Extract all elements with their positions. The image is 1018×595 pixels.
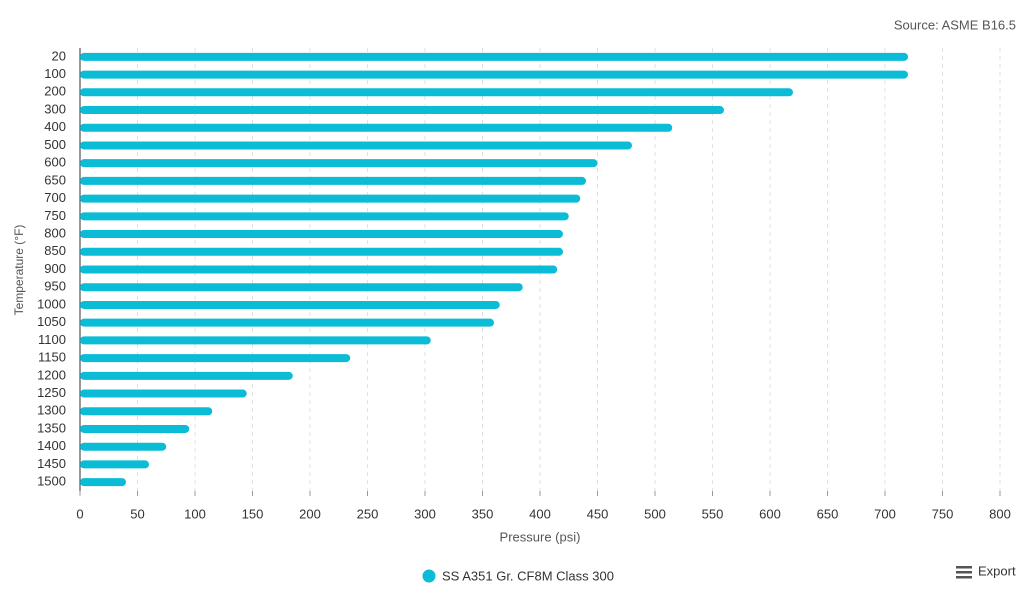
export-icon: [956, 566, 972, 569]
x-tick-label: 650: [817, 506, 839, 521]
bar: [80, 460, 149, 469]
bar: [80, 106, 724, 115]
y-tick-label: 700: [44, 190, 66, 205]
y-tick-label: 650: [44, 172, 66, 187]
y-tick-label: 1400: [37, 438, 66, 453]
bar: [80, 478, 126, 487]
bar: [80, 141, 632, 150]
x-tick-label: 0: [76, 506, 83, 521]
y-tick-label: 800: [44, 225, 66, 240]
x-tick-label: 450: [587, 506, 609, 521]
x-tick-label: 550: [702, 506, 724, 521]
bar: [80, 123, 673, 132]
y-tick-label: 1050: [37, 314, 66, 329]
bar: [80, 354, 351, 363]
y-tick-label: 1300: [37, 403, 66, 418]
bar: [80, 70, 908, 79]
chart-subtitle: Source: ASME B16.5: [894, 17, 1016, 32]
bar: [80, 88, 793, 97]
x-tick-label: 600: [759, 506, 781, 521]
y-tick-label: 1200: [37, 367, 66, 382]
bar: [80, 212, 569, 221]
bar: [80, 371, 293, 380]
x-tick-label: 150: [242, 506, 264, 521]
y-tick-label: 1250: [37, 385, 66, 400]
bar: [80, 52, 908, 61]
y-tick-label: 1100: [38, 332, 66, 347]
export-icon: [956, 571, 972, 574]
export-icon: [956, 576, 972, 579]
y-tick-label: 200: [44, 84, 66, 99]
bar: [80, 300, 500, 309]
y-tick-label: 850: [44, 243, 66, 258]
y-tick-label: 400: [44, 119, 66, 134]
x-axis-label: Pressure (psi): [500, 529, 581, 544]
x-tick-label: 100: [184, 506, 206, 521]
bar: [80, 265, 558, 274]
bar: [80, 176, 586, 185]
y-tick-label: 300: [44, 101, 66, 116]
y-tick-label: 1000: [37, 296, 66, 311]
bar: [80, 336, 431, 345]
y-tick-label: 600: [44, 155, 66, 170]
bar: [80, 407, 213, 416]
bar: [80, 389, 247, 398]
y-tick-label: 750: [44, 208, 66, 223]
bar: [80, 318, 494, 327]
y-tick-label: 950: [44, 279, 66, 294]
x-tick-label: 250: [357, 506, 379, 521]
x-tick-label: 800: [989, 506, 1011, 521]
bar: [80, 247, 563, 256]
bar: [80, 230, 563, 239]
x-tick-label: 300: [414, 506, 436, 521]
export-label[interactable]: Export: [978, 563, 1016, 578]
legend-marker: [422, 569, 436, 583]
bar: [80, 424, 190, 433]
bar: [80, 442, 167, 451]
y-tick-label: 1350: [37, 420, 66, 435]
bar: [80, 283, 523, 292]
x-tick-label: 750: [932, 506, 954, 521]
y-tick-label: 1150: [38, 350, 66, 365]
x-tick-label: 350: [472, 506, 494, 521]
x-tick-label: 700: [874, 506, 896, 521]
x-tick-label: 200: [299, 506, 321, 521]
legend-label: SS A351 Gr. CF8M Class 300: [442, 568, 614, 583]
y-tick-label: 100: [44, 66, 66, 81]
y-tick-label: 900: [44, 261, 66, 276]
y-tick-label: 1500: [37, 474, 66, 489]
bar: [80, 159, 598, 168]
x-tick-label: 500: [644, 506, 666, 521]
bar: [80, 194, 581, 203]
export-button[interactable]: Export: [956, 563, 1016, 579]
y-tick-label: 20: [52, 48, 66, 63]
y-tick-label: 500: [44, 137, 66, 152]
x-tick-label: 400: [529, 506, 551, 521]
y-axis-label: Temperature (°F): [12, 225, 26, 316]
y-tick-label: 1450: [37, 456, 66, 471]
x-tick-label: 50: [130, 506, 144, 521]
